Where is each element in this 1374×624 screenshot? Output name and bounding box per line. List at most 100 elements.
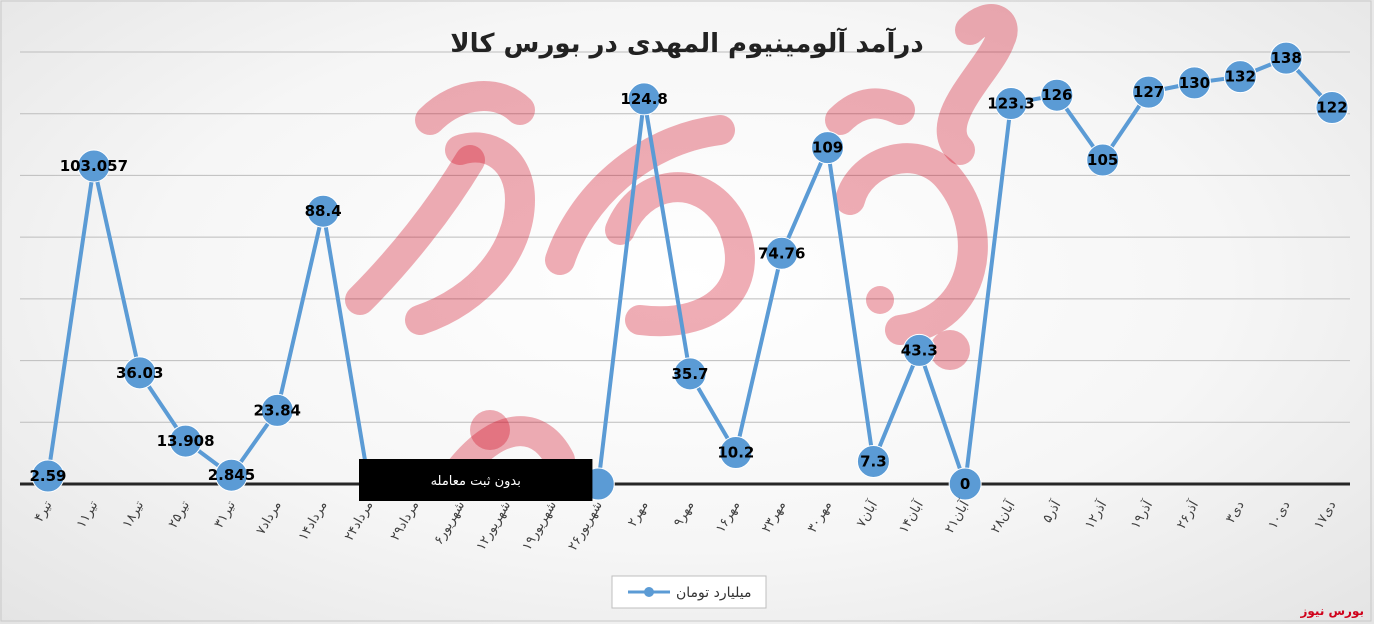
data-label: 0 [960,475,970,493]
data-point [123,356,157,390]
x-tick-label: ۶شهریور [431,499,468,548]
data-point [1132,75,1166,109]
watermark-stroke [936,4,1018,165]
data-point [1086,143,1120,177]
data-label: 105 [1087,151,1118,169]
data-point [856,444,890,478]
data-labels: 2.59 103.057 36.03 13.908 2.845 23.84 88.4 124.… [29,49,1347,493]
series-line [31,41,1349,501]
x-tick-label: ۲۱آبان [941,496,974,536]
data-point [994,87,1028,121]
x-tick-label: ۱۰دی [1266,498,1294,532]
watermark-logo [345,4,1018,485]
watermark-dot [866,286,894,314]
data-label: 23.84 [254,401,301,419]
watermark-stroke [605,172,755,337]
x-tick-label: ۱۴مرداد [296,499,331,544]
x-tick-label: ۲۳مهر [759,499,789,536]
watermark-dot [470,410,510,450]
data-label: 13.908 [157,432,215,450]
x-axis-tick-labels: ۴تیر ۱۱تیر ۱۸تیر ۲۵تیر ۳۱تیر ۷مرداد ۱۴مرداد ۲۴م… [32,496,1340,553]
data-point [1040,78,1074,112]
watermark-dot [930,330,970,370]
data-point [306,194,340,228]
x-tick-label: ۳۰مهر [805,499,835,536]
data-point [1315,91,1349,125]
x-tick-label: ۴تیر [32,498,56,525]
x-tick-label: ۲۶شهریور [565,499,605,554]
data-point [214,458,248,492]
data-label: 2.845 [208,466,255,484]
watermark-stroke [345,145,485,315]
data-label: 35.7 [671,365,708,383]
data-label: 7.3 [860,452,887,470]
data-point [811,131,845,165]
watermark-stroke [405,132,536,335]
data-point [1223,60,1257,94]
data-point [31,459,65,493]
x-tick-label: ۱۲شهریور [474,499,514,554]
brand-text: بورس نیوز [1300,604,1364,618]
x-tick-label: ۹مهر [671,499,698,530]
watermark-stroke [545,115,735,275]
x-tick-label: ۱۷دی [1312,498,1340,532]
data-label: 123.3 [987,95,1034,113]
watermark-stroke [445,416,575,485]
gap-annotation-text: بدون ثبت معامله [431,474,521,489]
data-label: 10.2 [717,444,754,462]
x-tick-label: ۳۱تیر [212,498,240,531]
legend: میلیارد تومان [611,575,767,609]
x-tick-label: ۱۶مهر [713,499,743,536]
data-point [77,149,111,183]
gap-annotation-box [359,459,593,501]
x-tick-label: ۵آذر [1038,496,1065,525]
x-tick-label: ۲۸آبان [986,496,1019,536]
x-tick-label: ۱۸تیر [120,498,148,531]
legend-entry: میلیارد تومان [676,585,751,601]
x-tick-label: ۷آبان [852,496,881,530]
data-point [902,333,936,367]
x-tick-label: ۲۹مرداد [388,499,423,544]
data-point [673,357,707,391]
x-tick-label: ۱۴آبان [895,496,928,536]
data-point [948,467,982,501]
x-tick-label: ۲مهر [625,499,652,530]
data-label: 74.76 [758,244,805,262]
data-label: 122 [1316,99,1347,117]
data-label: 43.3 [901,341,938,359]
data-point [765,236,799,270]
data-label: 132 [1225,68,1256,86]
legend-marker-icon [644,587,654,597]
data-label: 138 [1270,49,1301,67]
data-label: 126 [1041,86,1072,104]
watermark-stroke [825,88,915,135]
gap-annotation: بدون ثبت معامله [359,459,593,501]
watermark-stroke [415,81,535,135]
data-label: 127 [1133,83,1164,101]
data-label: 36.03 [116,364,163,382]
x-tick-label: ۲۶آذر [1172,496,1202,531]
data-point [169,424,203,458]
x-tick-label: ۱۱تیر [74,498,102,531]
watermark-stroke [835,143,988,345]
grid [20,51,1350,486]
data-label: 103.057 [60,157,128,175]
data-point [1269,41,1303,75]
data-label: 109 [812,139,843,157]
x-tick-label: ۷مرداد [254,499,285,538]
data-label: 88.4 [305,202,342,220]
series-segment [321,210,371,485]
x-tick-label: ۱۹آذر [1126,496,1156,531]
data-label: 124.8 [620,90,667,108]
x-tick-label: ۲۴مرداد [342,499,377,544]
data-label: 2.59 [29,467,66,485]
data-point [627,82,661,116]
x-tick-label: ۱۹شهریور [520,499,560,554]
x-tick-label: ۱۲آذر [1081,496,1111,531]
x-tick-label: ۳دی [1223,498,1248,526]
x-tick-label: ۲۵تیر [166,498,194,531]
chart-title: درآمد آلومینیوم المهدی در بورس کالا [450,27,923,59]
data-point [719,436,753,470]
